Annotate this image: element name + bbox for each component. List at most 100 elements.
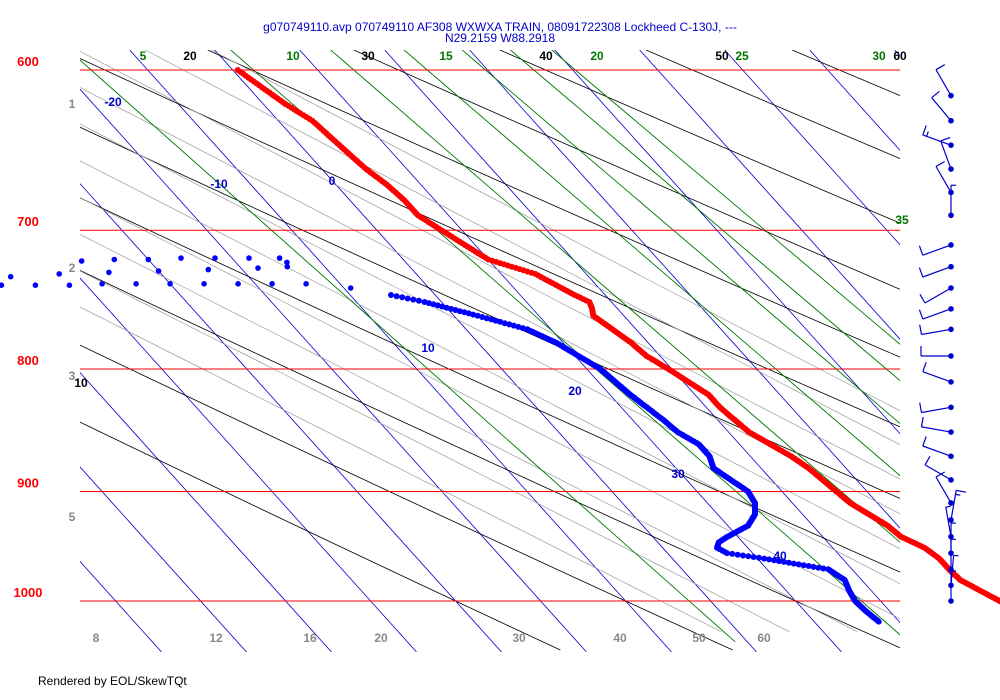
wind-barb-flag: [919, 402, 923, 413]
dewpoint-point: [201, 281, 207, 287]
dewpoint-point: [303, 281, 309, 287]
dry-adiabat-line: [645, 50, 900, 159]
mixing-ratio-label: 35: [895, 213, 909, 227]
moist-adiabat-label: 12: [209, 631, 223, 645]
dewpoint-point: [790, 560, 797, 567]
wind-barb-staff: [924, 287, 952, 304]
dewpoint-point: [780, 558, 787, 565]
dewpoint-point: [421, 299, 428, 305]
wind-barb-flag: [918, 309, 924, 320]
dewpoint-point: [393, 293, 400, 300]
dewpoint-point: [800, 562, 807, 569]
isotherm-label: -20: [104, 95, 122, 109]
dewpoint-point: [488, 316, 495, 323]
dry-adiabat-label: 30: [361, 49, 375, 63]
wind-barb-flag: [920, 416, 924, 428]
isotherm-label: 30: [671, 467, 685, 481]
altitude-tick-label: 2: [69, 261, 76, 275]
isotherm-line: [0, 50, 77, 652]
mixing-ratio-line: [230, 50, 900, 636]
moist-adiabat-line: [210, 50, 900, 412]
dewpoint-point: [515, 323, 522, 330]
dry-adiabat-label: 60: [893, 49, 907, 63]
dewpoint-point: [399, 294, 406, 301]
dewpoint-point: [269, 281, 275, 287]
moist-adiabat-label: 50: [692, 631, 706, 645]
isotherm-line: [80, 183, 502, 652]
moist-adiabat-line: [80, 270, 790, 633]
wind-barb-staff: [922, 266, 952, 278]
isotherm-label: 0: [329, 174, 336, 188]
dewpoint-point: [133, 281, 139, 287]
dewpoint-point: [415, 297, 422, 304]
wind-barb-flag: [955, 493, 961, 496]
dewpoint-point: [167, 281, 173, 287]
chart-title: g070749110.avp 070749110 AF308 WXWXA TRA…: [263, 20, 737, 34]
dry-adiabat-line: [80, 126, 900, 499]
wind-barb-staff: [922, 134, 952, 146]
isotherm-line: [80, 371, 332, 652]
moist-adiabat-label: 16: [303, 631, 317, 645]
dewpoint-point: [32, 282, 39, 289]
moist-adiabat-line: [144, 50, 900, 446]
dewpoint-point: [492, 317, 499, 324]
isotherm-line: [80, 466, 247, 652]
dewpoint-point: [78, 258, 85, 264]
dewpoint-point: [284, 259, 290, 266]
dry-adiabat-line: [80, 197, 900, 573]
pressure-tick-label: 800: [17, 353, 39, 368]
isotherm-line: [809, 50, 900, 151]
footer-credit: Rendered by EOL/SkewTQt: [38, 674, 187, 688]
dewpoint-point: [0, 282, 5, 288]
wind-barb-flag: [940, 136, 951, 142]
wind-barb-staff: [950, 490, 957, 521]
mixing-ratio-label: 25: [735, 49, 749, 63]
dewpoint-point: [810, 563, 817, 570]
wind-barb-staff: [940, 140, 952, 170]
wind-barb-flag: [922, 436, 927, 447]
dry-adiabat-line: [791, 50, 900, 97]
dewpoint-point: [106, 269, 112, 276]
dewpoint-point: [347, 285, 354, 291]
isotherm-label: 20: [568, 384, 582, 398]
dewpoint-point: [479, 314, 486, 320]
chart-subtitle: N29.2159 W88.2918: [444, 31, 556, 45]
dewpoint-point: [501, 320, 508, 327]
dry-adiabat-line: [499, 50, 900, 224]
dewpoint-point: [524, 326, 531, 333]
wind-barb-flag: [919, 294, 926, 304]
dewpoint-point: [506, 321, 513, 328]
dewpoint-point: [56, 271, 62, 277]
dewpoint-point: [785, 559, 792, 566]
dewpoint-point: [825, 566, 832, 573]
wind-barb-flag: [935, 160, 945, 168]
dewpoint-point: [7, 273, 14, 280]
isotherm-line: [80, 277, 417, 652]
temperature-point: [234, 67, 241, 73]
wind-barb-flag: [918, 245, 924, 256]
wind-barb-flag: [956, 489, 967, 493]
dewpoint-point: [448, 305, 455, 312]
dry-adiabat-label: 40: [539, 49, 553, 63]
moist-adiabat-line: [80, 87, 900, 515]
wind-barb-staff: [935, 476, 952, 504]
dewpoint-point: [284, 263, 291, 270]
moist-adiabat-line: [80, 123, 900, 550]
isotherm-line: [554, 50, 900, 435]
dewpoint-point: [745, 553, 752, 560]
dewpoint-point: [771, 557, 778, 564]
mixing-ratio-label: 30: [872, 49, 886, 63]
dewpoint-point: [99, 281, 105, 287]
dewpoint-point: [729, 550, 736, 557]
moist-adiabat-line: [80, 233, 858, 633]
wind-barb-flag: [919, 324, 923, 335]
dry-adiabat-line: [80, 421, 561, 651]
dry-adiabat-line: [938, 50, 1000, 650]
moist-adiabat-line: [80, 160, 900, 585]
wind-barb-station: [948, 379, 954, 385]
dewpoint-point: [766, 556, 773, 563]
isotherm-line: [214, 50, 757, 652]
mixing-ratio-label: 5: [140, 49, 147, 63]
isotherm-line: [724, 50, 900, 246]
dewpoint-point: [388, 292, 394, 298]
